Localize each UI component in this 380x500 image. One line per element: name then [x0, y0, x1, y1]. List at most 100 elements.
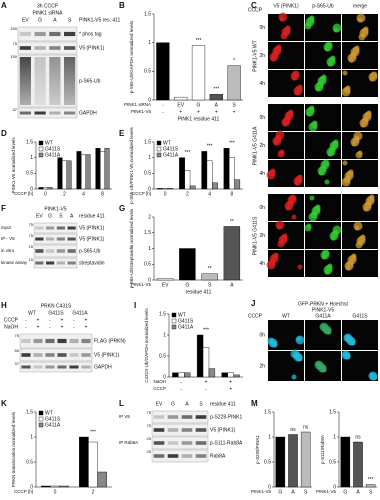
- panel-letter: H: [1, 301, 7, 310]
- legend-label: G411S: [163, 146, 179, 152]
- bar: [95, 148, 101, 190]
- cell: [267, 337, 275, 345]
- panel-letter: M: [251, 399, 258, 408]
- blot-band: [35, 249, 44, 253]
- blot-band: [167, 428, 179, 432]
- significance: ns: [355, 434, 361, 440]
- blot-band: [153, 454, 165, 458]
- cell: [304, 22, 312, 30]
- cell: [266, 260, 276, 270]
- cell: [342, 351, 348, 357]
- x-tick-label: 8: [101, 191, 104, 197]
- cell: [357, 17, 363, 23]
- y-tick-label: 0.5: [144, 171, 151, 177]
- blot-band: [19, 111, 31, 115]
- legend-swatch: [38, 146, 44, 152]
- cell: [279, 16, 285, 22]
- blot-band: [34, 46, 46, 50]
- column-label: G411A: [315, 313, 331, 319]
- cell: [270, 56, 276, 62]
- mw-label: 75: [147, 410, 152, 415]
- strip-label: * phos tag: [79, 31, 102, 37]
- x-tick-label: G: [343, 489, 347, 495]
- blot-band: [34, 57, 46, 105]
- strip-label: V5 (PINK1): [94, 352, 120, 358]
- x-tick-label: 0: [44, 191, 47, 197]
- legend-swatch: [171, 324, 177, 330]
- cell: [285, 205, 291, 211]
- y-tick-label: 1: [148, 40, 151, 46]
- x-tick-label: +: [205, 379, 208, 385]
- x-axis-label: CCCP [h]: [132, 191, 151, 196]
- cell: [355, 241, 363, 249]
- legend-label: G411A: [163, 152, 179, 158]
- micro-header: GFP-PRKN + Hoechst: [298, 301, 348, 307]
- x-axis-label: CCCP [h]: [14, 191, 33, 196]
- blot-band: [81, 338, 91, 344]
- column-label: WT: [282, 313, 290, 319]
- cell: [333, 27, 339, 33]
- blot-band: [67, 261, 76, 265]
- legend-swatch: [38, 422, 44, 428]
- cell: [318, 170, 324, 176]
- legend-swatch: [38, 140, 44, 146]
- mw-label: 37: [13, 107, 18, 112]
- blot-strip: [33, 257, 78, 269]
- cell: [291, 75, 297, 81]
- significance: ns: [303, 424, 309, 430]
- x-tick-label: 4: [82, 191, 85, 197]
- y-tick-label: 0.5: [264, 459, 271, 465]
- blot-band: [57, 338, 67, 344]
- y-tick-label: 1: [268, 434, 271, 440]
- bar: [47, 187, 53, 190]
- x-row-label: PINK1 siRNA: [124, 102, 151, 107]
- bar: [50, 485, 60, 488]
- significance: ***: [90, 429, 96, 435]
- blot-band: [49, 46, 61, 50]
- strip-label: V5 (PINK1): [210, 427, 236, 433]
- bar: [88, 441, 98, 488]
- blot-band: [153, 415, 165, 419]
- bar: [43, 187, 48, 190]
- legend-swatch: [38, 152, 44, 158]
- y-tick-label: 1.5: [329, 409, 336, 415]
- cell: [342, 70, 348, 76]
- bar: [189, 185, 196, 190]
- legend-swatch: [171, 318, 177, 324]
- y-tick-label: 1.5: [144, 230, 151, 236]
- cell: [369, 76, 375, 82]
- bar: [212, 182, 218, 190]
- lane-label: S: [199, 401, 203, 407]
- blot-band: [35, 226, 44, 230]
- cell: [358, 33, 366, 41]
- blot-strip: [151, 423, 209, 437]
- x-row-value: -: [180, 386, 182, 392]
- blot-band: [195, 415, 207, 419]
- column-label: p-S65-Ub: [312, 3, 334, 9]
- y-tick-label: 0: [148, 97, 151, 103]
- blot-band: [21, 365, 31, 369]
- x-footnote: residue 411: [186, 289, 212, 295]
- bar: [201, 273, 218, 281]
- lane-caption: PINK1-V5 res. 411: [79, 17, 121, 23]
- x-axis-label: PINK1-V5: [131, 282, 152, 287]
- legend-swatch: [38, 410, 44, 416]
- side-label: CCCP: [248, 313, 263, 319]
- y-axis-label: p-S65-Ub/streptavidin normalized levels: [129, 208, 134, 288]
- y-tick-label: 0.5: [159, 353, 166, 359]
- blot-strip: [19, 361, 93, 373]
- blot-band: [33, 338, 43, 344]
- bar: [81, 154, 86, 190]
- blot-band: [57, 353, 67, 357]
- column-label: merge: [353, 3, 367, 9]
- significance: ***: [213, 87, 219, 93]
- legend-label: G411S: [45, 416, 61, 422]
- cell: [304, 224, 312, 232]
- cell: [282, 121, 288, 127]
- blot-strip: [151, 449, 209, 463]
- bar: [174, 96, 188, 101]
- lane-label: S: [68, 17, 72, 23]
- bar: [97, 471, 107, 488]
- bar: [156, 188, 163, 190]
- row-label: 0h: [259, 25, 265, 31]
